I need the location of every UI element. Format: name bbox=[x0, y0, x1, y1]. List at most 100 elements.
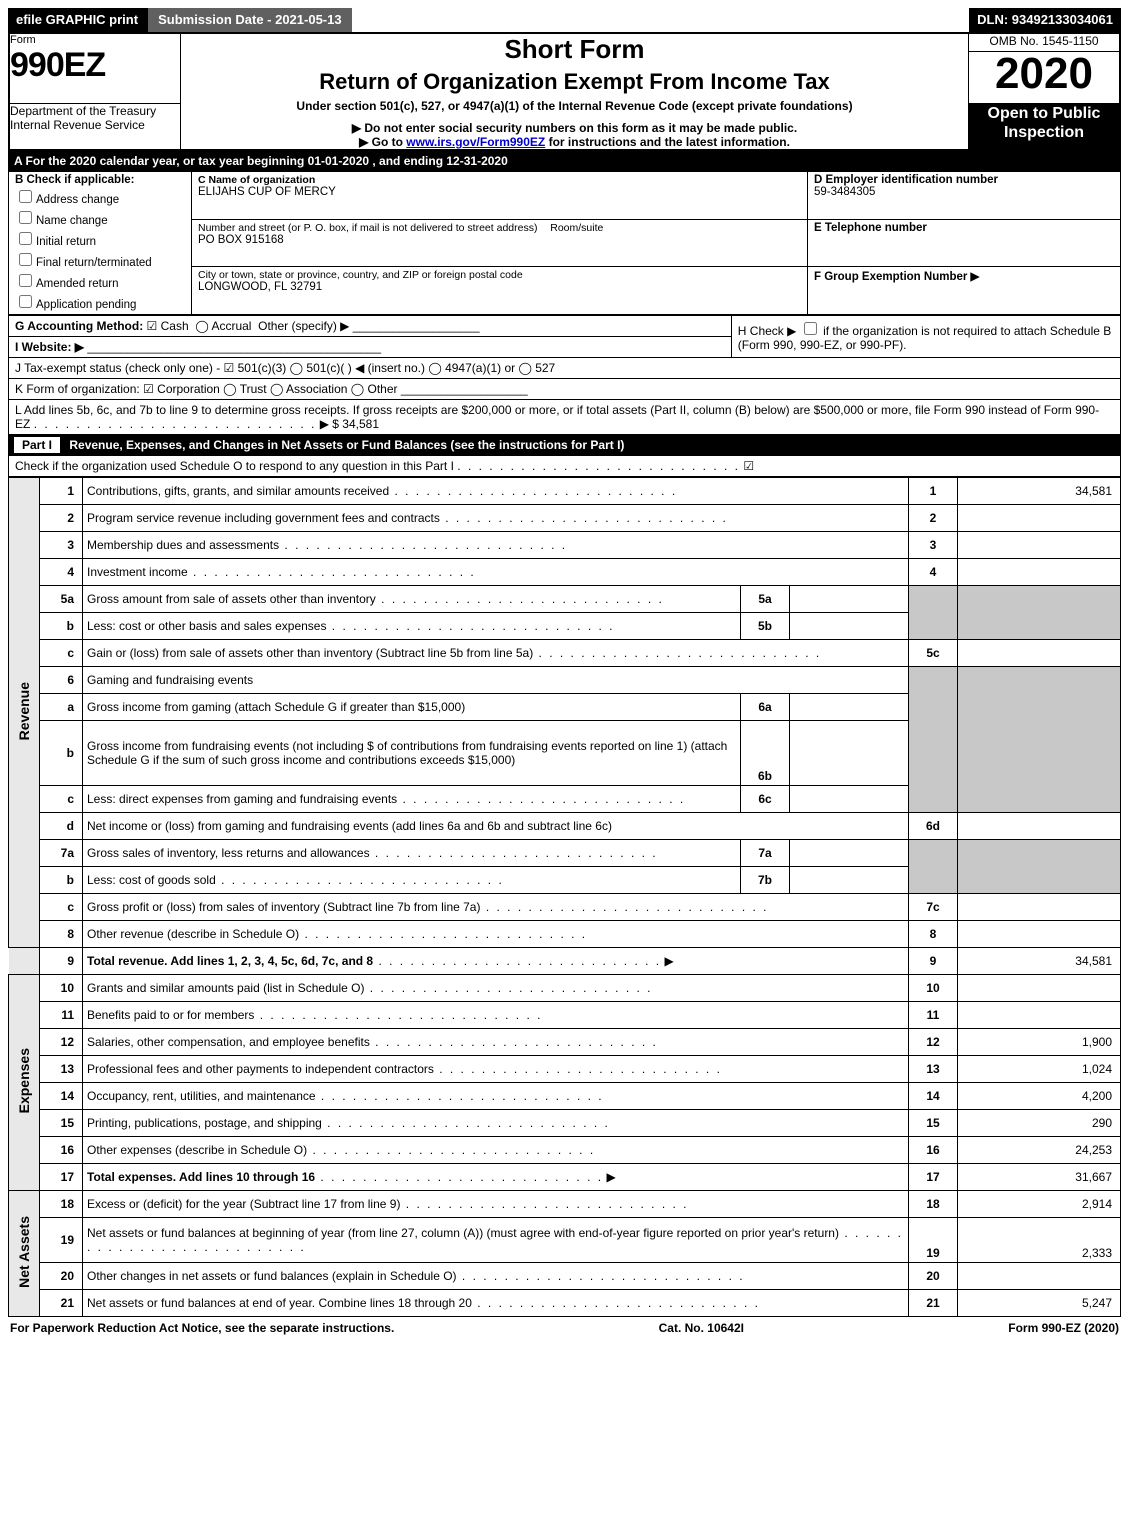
form-note-ssn: ▶ Do not enter social security numbers o… bbox=[181, 121, 968, 135]
g-other: Other (specify) ▶ bbox=[258, 319, 349, 333]
val-7c bbox=[958, 894, 1121, 921]
val-5c bbox=[958, 640, 1121, 667]
addr-label: Number and street (or P. O. box, if mail… bbox=[198, 222, 537, 234]
desc-7b: Less: cost of goods sold bbox=[83, 867, 741, 894]
chk-amended-return[interactable] bbox=[19, 274, 32, 287]
val-6-shade bbox=[958, 667, 1121, 694]
side-netassets-label: Net Assets bbox=[16, 1216, 32, 1288]
subval-7a bbox=[790, 840, 909, 867]
desc-1: Contributions, gifts, grants, and simila… bbox=[83, 478, 909, 505]
efile-label[interactable]: efile GRAPHIC print bbox=[8, 8, 146, 32]
ln-1: 1 bbox=[40, 478, 83, 505]
val-5b-shade bbox=[958, 613, 1121, 640]
desc-6a: Gross income from gaming (attach Schedul… bbox=[83, 694, 741, 721]
department-cell: Department of the Treasury Internal Reve… bbox=[9, 104, 181, 150]
row-i: I Website: ▶ ___________________________… bbox=[9, 337, 732, 358]
val-21: 5,247 bbox=[958, 1290, 1121, 1317]
desc-17: Total expenses. Add lines 10 through 16 bbox=[83, 1164, 909, 1191]
chk-schedule-b-not-required[interactable] bbox=[804, 322, 817, 335]
sub-6b: 6b bbox=[741, 721, 790, 786]
section-c-name: C Name of organization ELIJAHS CUP OF ME… bbox=[192, 172, 808, 220]
ln-12: 12 bbox=[40, 1029, 83, 1056]
val-10 bbox=[958, 975, 1121, 1002]
desc-5a: Gross amount from sale of assets other t… bbox=[83, 586, 741, 613]
c-name-label: C Name of organization bbox=[198, 174, 315, 186]
section-c-city: City or town, state or province, country… bbox=[192, 267, 808, 315]
val-20 bbox=[958, 1263, 1121, 1290]
desc-7c: Gross profit or (loss) from sales of inv… bbox=[83, 894, 909, 921]
desc-20: Other changes in net assets or fund bala… bbox=[83, 1263, 909, 1290]
chk-final-return[interactable] bbox=[19, 253, 32, 266]
subval-6c bbox=[790, 786, 909, 813]
subval-6b bbox=[790, 721, 909, 786]
ln-8: 8 bbox=[40, 921, 83, 948]
val-6c-shade bbox=[958, 786, 1121, 813]
num-19: 19 bbox=[909, 1218, 958, 1263]
desc-19: Net assets or fund balances at beginning… bbox=[83, 1218, 909, 1263]
chk-address-change[interactable] bbox=[19, 190, 32, 203]
subval-7b bbox=[790, 867, 909, 894]
desc-6b: Gross income from fundraising events (no… bbox=[83, 721, 741, 786]
part1-header: Part I Revenue, Expenses, and Changes in… bbox=[8, 435, 1121, 455]
num-3: 3 bbox=[909, 532, 958, 559]
ln-11: 11 bbox=[40, 1002, 83, 1029]
desc-14: Occupancy, rent, utilities, and maintena… bbox=[83, 1083, 909, 1110]
num-15: 15 bbox=[909, 1110, 958, 1137]
group-exemption-label: F Group Exemption Number ▶ bbox=[814, 271, 979, 283]
desc-8: Other revenue (describe in Schedule O) bbox=[83, 921, 909, 948]
sub-7b: 7b bbox=[741, 867, 790, 894]
side-expenses: Expenses bbox=[9, 975, 40, 1191]
ln-20: 20 bbox=[40, 1263, 83, 1290]
dept-line2: Internal Revenue Service bbox=[10, 118, 180, 132]
desc-18: Excess or (deficit) for the year (Subtra… bbox=[83, 1191, 909, 1218]
num-21: 21 bbox=[909, 1290, 958, 1317]
row-j: J Tax-exempt status (check only one) - ☑… bbox=[9, 358, 1121, 379]
num-6-shade bbox=[909, 667, 958, 694]
page-footer: For Paperwork Reduction Act Notice, see … bbox=[8, 1317, 1121, 1335]
row-l: L Add lines 5b, 6c, and 7b to line 9 to … bbox=[9, 400, 1121, 435]
sub-5a: 5a bbox=[741, 586, 790, 613]
top-bar: efile GRAPHIC print Submission Date - 20… bbox=[8, 8, 1121, 32]
ln-4: 4 bbox=[40, 559, 83, 586]
footer-left: For Paperwork Reduction Act Notice, see … bbox=[10, 1321, 394, 1335]
chk-application-pending[interactable] bbox=[19, 295, 32, 308]
form-number: 990EZ bbox=[10, 46, 180, 85]
side-revenue-label: Revenue bbox=[16, 682, 32, 740]
desc-12: Salaries, other compensation, and employ… bbox=[83, 1029, 909, 1056]
form-label: Form bbox=[10, 34, 180, 46]
chk-initial-return[interactable] bbox=[19, 232, 32, 245]
part1-num: Part I bbox=[14, 437, 60, 453]
g-label: G Accounting Method: bbox=[15, 319, 143, 333]
desc-9: Total revenue. Add lines 1, 2, 3, 4, 5c,… bbox=[83, 948, 909, 975]
ln-18: 18 bbox=[40, 1191, 83, 1218]
period-row: A For the 2020 calendar year, or tax yea… bbox=[8, 151, 1121, 171]
irs-link[interactable]: www.irs.gov/Form990EZ bbox=[406, 135, 545, 149]
i-label: I Website: ▶ bbox=[15, 340, 84, 354]
g-accrual: Accrual bbox=[211, 319, 251, 333]
num-6b-shade bbox=[909, 721, 958, 786]
val-7b-shade bbox=[958, 867, 1121, 894]
num-5a-shade bbox=[909, 586, 958, 613]
ein-label: D Employer identification number bbox=[814, 174, 998, 186]
part1-check: ☑ bbox=[743, 459, 754, 473]
ln-6b: b bbox=[40, 721, 83, 786]
desc-3: Membership dues and assessments bbox=[83, 532, 909, 559]
phone-label: E Telephone number bbox=[814, 222, 927, 234]
num-16: 16 bbox=[909, 1137, 958, 1164]
val-12: 1,900 bbox=[958, 1029, 1121, 1056]
desc-4: Investment income bbox=[83, 559, 909, 586]
val-18: 2,914 bbox=[958, 1191, 1121, 1218]
section-b-label: B Check if applicable: bbox=[15, 174, 135, 186]
val-7a-shade bbox=[958, 840, 1121, 867]
city-label: City or town, state or province, country… bbox=[198, 269, 523, 281]
ln-6d: d bbox=[40, 813, 83, 840]
val-15: 290 bbox=[958, 1110, 1121, 1137]
num-7c: 7c bbox=[909, 894, 958, 921]
sub-6c: 6c bbox=[741, 786, 790, 813]
chk-name-change[interactable] bbox=[19, 211, 32, 224]
val-6b-shade bbox=[958, 721, 1121, 786]
val-6d bbox=[958, 813, 1121, 840]
room-label: Room/suite bbox=[550, 222, 603, 234]
dln-label: DLN: 93492133034061 bbox=[969, 8, 1121, 32]
section-c-addr: Number and street (or P. O. box, if mail… bbox=[192, 219, 808, 267]
